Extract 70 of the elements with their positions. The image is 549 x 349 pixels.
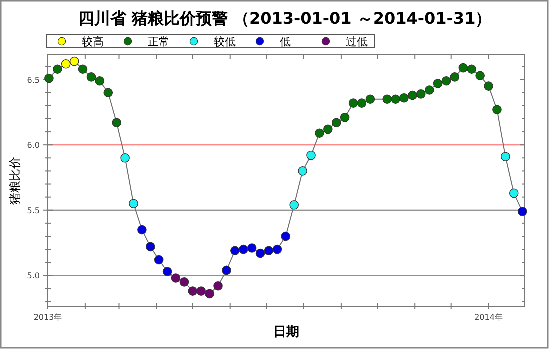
point [61, 59, 71, 69]
point [281, 232, 291, 242]
point [247, 244, 257, 253]
x-tick-label: 2014年 [474, 313, 503, 322]
point [357, 98, 367, 108]
legend-label: 正常 [148, 36, 170, 48]
point [501, 152, 510, 162]
point [188, 286, 198, 296]
point [366, 94, 376, 104]
legend-label: 较低 [214, 36, 236, 48]
point [382, 94, 392, 104]
chart-title: 四川省 猪粮比价预警 （2013-01-01 ～2014-01-31） [78, 9, 492, 28]
point [272, 244, 282, 254]
point [290, 200, 299, 210]
point [315, 128, 324, 138]
legend-label: 过低 [346, 36, 368, 48]
point [424, 86, 434, 95]
point [509, 188, 519, 198]
x-axis-title: 日期 [274, 325, 300, 340]
point [146, 242, 156, 252]
point [256, 248, 266, 258]
point [306, 150, 316, 160]
legend-label: 较高 [82, 36, 104, 48]
point [492, 105, 502, 114]
point [518, 207, 528, 216]
y-tick-label: 5.5 [27, 206, 40, 216]
point [44, 74, 54, 84]
point [458, 63, 468, 73]
point [442, 76, 452, 86]
point [70, 56, 80, 66]
y-tick-label: 5.0 [27, 272, 40, 281]
y-tick-label: 6.5 [27, 76, 40, 85]
point [196, 286, 206, 296]
point [129, 199, 138, 208]
point [400, 93, 409, 103]
point [450, 72, 460, 82]
point [484, 82, 494, 91]
y-tick-label: 6.0 [27, 141, 40, 150]
point [238, 244, 248, 254]
point [104, 88, 114, 98]
point [180, 278, 190, 287]
point [298, 166, 308, 176]
point [162, 267, 172, 276]
point [476, 71, 485, 81]
point [264, 246, 274, 256]
legend-label: 低 [280, 36, 291, 48]
point [53, 64, 62, 74]
point [391, 94, 400, 104]
point [324, 124, 333, 134]
point [112, 118, 122, 128]
point [120, 154, 130, 163]
point [433, 79, 443, 88]
point [222, 266, 232, 276]
point [214, 281, 223, 291]
point [348, 98, 358, 108]
point [416, 90, 426, 99]
point [95, 76, 105, 86]
point [171, 274, 181, 283]
point [408, 90, 418, 100]
point [205, 289, 214, 299]
point [340, 113, 350, 122]
point [467, 64, 477, 74]
point [332, 118, 342, 128]
y-axis-title: 猪粮比价 [8, 157, 22, 205]
point [138, 225, 147, 235]
point [78, 64, 88, 74]
point [86, 72, 96, 82]
x-tick-label: 2013年 [34, 313, 62, 322]
point [154, 255, 164, 265]
point [230, 246, 240, 256]
